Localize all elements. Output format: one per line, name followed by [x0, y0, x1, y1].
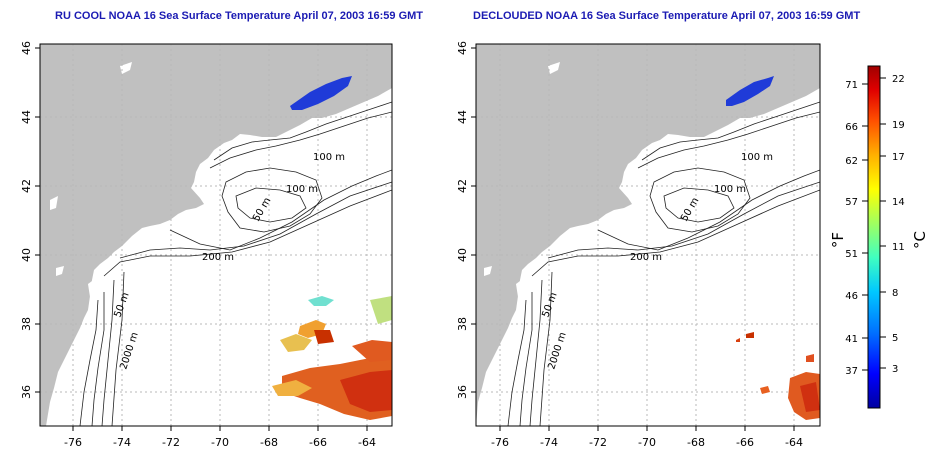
colorbar-f-tick: 62 — [845, 156, 858, 167]
left-map-ticks — [35, 47, 368, 431]
left-lat-tick: 36 — [20, 385, 33, 399]
left-contour-label-200m: 200 m — [202, 252, 234, 263]
right-map-title: DECLOUDED NOAA 16 Sea Surface Temperatur… — [473, 10, 861, 22]
colorbar-c-tick: 17 — [892, 152, 905, 163]
colorbar-c-tick: 5 — [892, 333, 898, 344]
right-map: 100 m 100 m 50 m 200 m 50 m 2000 m — [456, 41, 821, 449]
colorbar-c-tick: 22 — [892, 74, 905, 85]
left-lon-tick: -76 — [64, 436, 82, 449]
left-sst-warm-patches — [272, 296, 392, 420]
right-lat-tick: 38 — [456, 317, 469, 331]
right-sst-cold-water — [726, 76, 774, 106]
right-lat-tick: 42 — [456, 179, 469, 193]
colorbar-f-tick: 41 — [845, 334, 858, 345]
left-lake-3 — [56, 266, 64, 276]
left-contour-label-100m-b: 100 m — [286, 184, 318, 195]
left-map-nova-scotia — [300, 64, 392, 118]
left-lon-tick: -72 — [162, 436, 180, 449]
colorbar-gradient — [867, 65, 881, 409]
left-lon-tick-labels: -76 -74 -72 -70 -68 -66 -64 — [64, 436, 376, 449]
left-map-grid — [40, 44, 392, 426]
colorbar-f-tick: 71 — [845, 80, 858, 91]
right-lon-tick: -64 — [785, 436, 803, 449]
left-lat-tick: 42 — [20, 179, 33, 193]
colorbar-c-tick: 8 — [892, 288, 898, 299]
right-map-nova-scotia — [728, 64, 820, 118]
left-lon-tick: -68 — [260, 436, 278, 449]
right-sst-warm-patches — [736, 332, 820, 420]
left-lon-tick: -74 — [113, 436, 131, 449]
left-map: 100 m 100 m 50 m 200 m 50 m 2000 m — [20, 41, 393, 449]
left-lat-tick: 38 — [20, 317, 33, 331]
right-contour-label-100m-a: 100 m — [741, 152, 773, 163]
right-map-land — [476, 44, 820, 426]
right-lat-tick: 44 — [456, 110, 469, 124]
right-contour-label-200m: 200 m — [630, 252, 662, 263]
colorbar-f-tick: 46 — [845, 291, 858, 302]
right-map-ticks — [471, 47, 795, 431]
colorbar-c-tick: 14 — [892, 197, 905, 208]
left-map-contours — [79, 101, 392, 426]
colorbar-celsius-ticks: 22 19 17 14 11 8 5 3 — [892, 74, 905, 375]
left-contour-label-100m-a: 100 m — [313, 152, 345, 163]
right-lat-tick: 40 — [456, 248, 469, 262]
left-lon-tick: -66 — [309, 436, 327, 449]
right-contour-label-100m-b: 100 m — [714, 184, 746, 195]
left-lat-tick: 44 — [20, 110, 33, 124]
temperature-colorbar: 71 66 62 57 51 46 41 37 22 19 17 14 11 8… — [829, 65, 929, 409]
right-lon-tick: -72 — [589, 436, 607, 449]
right-lat-tick: 36 — [456, 385, 469, 399]
colorbar-c-tick: 3 — [892, 364, 898, 375]
colorbar-celsius-label: °C — [911, 231, 929, 249]
colorbar-f-tick: 57 — [845, 197, 858, 208]
left-lat-tick-labels: 36 38 40 42 44 46 — [20, 41, 33, 399]
colorbar-c-tick: 11 — [892, 242, 905, 253]
right-lon-tick: -76 — [491, 436, 509, 449]
colorbar-f-tick: 37 — [845, 366, 858, 377]
left-lat-tick: 46 — [20, 41, 33, 55]
left-chesapeake — [88, 278, 98, 310]
right-map-grid — [476, 44, 820, 426]
right-lon-tick: -66 — [736, 436, 754, 449]
left-lon-tick: -70 — [211, 436, 229, 449]
left-lon-tick: -64 — [358, 436, 376, 449]
right-lon-tick-labels: -76 -74 -72 -70 -68 -66 -64 — [491, 436, 803, 449]
colorbar-f-tick: 51 — [845, 249, 858, 260]
right-lat-tick-labels: 36 38 40 42 44 46 — [456, 41, 469, 399]
right-map-contours — [507, 101, 820, 426]
colorbar-fahrenheit-label: °F — [829, 232, 847, 248]
colorbar-c-tick: 19 — [892, 120, 905, 131]
left-map-title: RU COOL NOAA 16 Sea Surface Temperature … — [55, 10, 424, 22]
right-map-frame — [475, 43, 821, 427]
colorbar-f-tick: 66 — [845, 122, 858, 133]
left-sst-cold-water — [290, 76, 352, 110]
right-lat-tick: 46 — [456, 41, 469, 55]
colorbar-fahrenheit-ticks: 71 66 62 57 51 46 41 37 — [845, 80, 858, 377]
left-lat-tick: 40 — [20, 248, 33, 262]
left-lake-2 — [50, 196, 58, 210]
right-lon-tick: -74 — [540, 436, 558, 449]
right-lon-tick: -68 — [687, 436, 705, 449]
colorbar-ticks — [862, 77, 886, 371]
left-map-frame — [39, 43, 393, 427]
right-chesapeake — [516, 278, 526, 310]
left-map-land — [40, 44, 392, 426]
right-lon-tick: -70 — [638, 436, 656, 449]
right-lake-1 — [548, 62, 560, 74]
right-lake-2 — [484, 266, 492, 276]
left-lake-1 — [120, 62, 132, 74]
